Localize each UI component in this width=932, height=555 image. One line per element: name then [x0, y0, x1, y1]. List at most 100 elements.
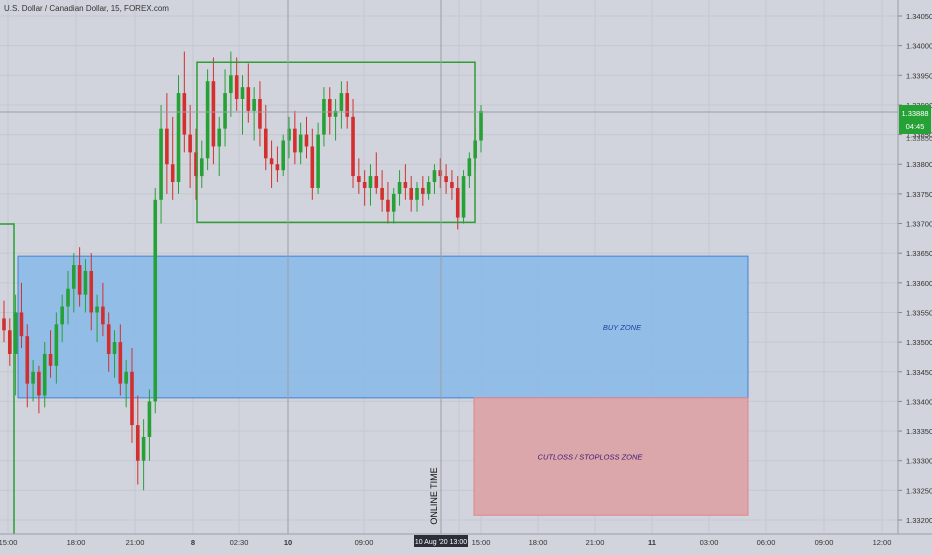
candle-body: [66, 288, 70, 307]
stoploss-zone-box: [473, 397, 749, 516]
candle-body: [8, 330, 12, 354]
x-tick-label: 02:30: [230, 538, 249, 547]
buy-zone-box: [17, 255, 749, 399]
candle-body: [397, 182, 402, 194]
online-time-label: ONLINE TIME: [429, 467, 439, 524]
x-tick-label: 21:00: [126, 538, 145, 547]
candle-body: [386, 199, 390, 212]
x-tick-label: 09:00: [815, 538, 834, 547]
candle-body: [450, 182, 454, 188]
candle-body: [426, 182, 431, 194]
candle-body: [135, 425, 140, 461]
range-box: [196, 61, 476, 224]
candle-body: [316, 134, 320, 188]
candle-body: [252, 99, 256, 111]
candle-body: [19, 312, 24, 337]
previous-level-line: [0, 223, 15, 534]
y-tick-label: 1.33950: [906, 71, 932, 80]
candle-body: [391, 193, 396, 212]
y-tick-label: 1.33750: [906, 190, 932, 199]
y-tick-label: 1.33600: [906, 279, 932, 288]
candle-body: [176, 93, 181, 183]
x-tick-label: 15:00: [472, 538, 491, 547]
y-tick-label: 1.33700: [906, 220, 932, 229]
candle-body: [357, 176, 361, 183]
overlay-layer: ONLINE TIME: [0, 0, 898, 534]
x-tick-label: 21:00: [586, 538, 605, 547]
candle-body: [112, 342, 117, 354]
y-tick-label: 1.33200: [906, 516, 932, 525]
buy-zone-label: BUY ZONE: [603, 323, 642, 332]
candle-body: [269, 158, 274, 165]
candle-body: [101, 306, 105, 325]
y-tick-label: 1.33850: [906, 131, 932, 140]
current-price-value: 1.33888: [901, 109, 928, 118]
candle-body: [444, 176, 448, 183]
x-tick-label: 06:00: [757, 538, 776, 547]
y-tick-label: 1.33250: [906, 486, 932, 495]
candle-body: [310, 146, 315, 188]
candle-body: [211, 81, 216, 147]
stoploss-zone-label: CUTLOSS / STOPLOSS ZONE: [538, 453, 644, 462]
y-tick-label: 1.33400: [906, 397, 932, 406]
candle-body: [432, 170, 437, 183]
secondary-price-label: 1.33850: [906, 134, 932, 143]
candle-body: [72, 265, 76, 289]
candle-body: [339, 93, 344, 111]
x-tick-label: 10: [284, 538, 292, 547]
candle-body: [438, 170, 443, 177]
candle-body: [345, 93, 350, 117]
candle-body: [118, 342, 123, 384]
candle-body: [153, 199, 158, 402]
candle-body: [170, 164, 175, 183]
candle-body: [461, 176, 466, 218]
countdown-value: 04:45: [906, 122, 925, 131]
candle-body: [258, 99, 262, 129]
x-tick-label: 09:00: [355, 538, 374, 547]
candle-body: [182, 93, 187, 135]
y-tick-label: 1.33800: [906, 160, 932, 169]
candle-body: [54, 324, 59, 366]
x-tick-label: 12:00: [873, 538, 892, 547]
candle-body: [304, 134, 309, 147]
candle-body: [37, 371, 41, 396]
candle-body: [368, 176, 373, 188]
x-tick-label: 15:00: [0, 538, 17, 547]
candle-body: [246, 87, 251, 111]
candle-body: [415, 187, 419, 200]
candle-body: [374, 176, 379, 188]
candle-body: [13, 312, 18, 354]
y-tick-label: 1.34000: [906, 42, 932, 51]
candle-body: [298, 134, 303, 153]
candle-body: [421, 187, 425, 194]
candle-body: [95, 306, 99, 313]
candle-body: [106, 324, 111, 354]
candle-body: [159, 128, 163, 200]
candle-body: [362, 182, 367, 188]
candle-body: [141, 436, 146, 461]
candle-body: [217, 128, 222, 147]
candle-body: [77, 265, 82, 295]
candle-body: [293, 128, 297, 153]
candle-body: [2, 318, 6, 331]
symbol-title: U.S. Dollar / Canadian Dollar, 15, FOREX…: [4, 4, 169, 13]
candle-body: [240, 87, 245, 100]
candle-body: [287, 128, 291, 141]
candle-body: [124, 371, 128, 384]
y-tick-label: 1.33350: [906, 427, 932, 436]
x-tick-label: 03:00: [700, 538, 719, 547]
y-tick-label: 1.33500: [906, 338, 932, 347]
candle-body: [48, 353, 53, 366]
candle-body: [409, 187, 413, 200]
candle-body: [42, 353, 47, 396]
candle-body: [479, 110, 483, 141]
candle-body: [327, 99, 332, 117]
candle-body: [333, 110, 338, 117]
candle-body: [234, 75, 239, 100]
left-step-line: [0, 223, 15, 534]
candle-body: [322, 99, 326, 135]
time-tag-bg: [414, 535, 468, 547]
